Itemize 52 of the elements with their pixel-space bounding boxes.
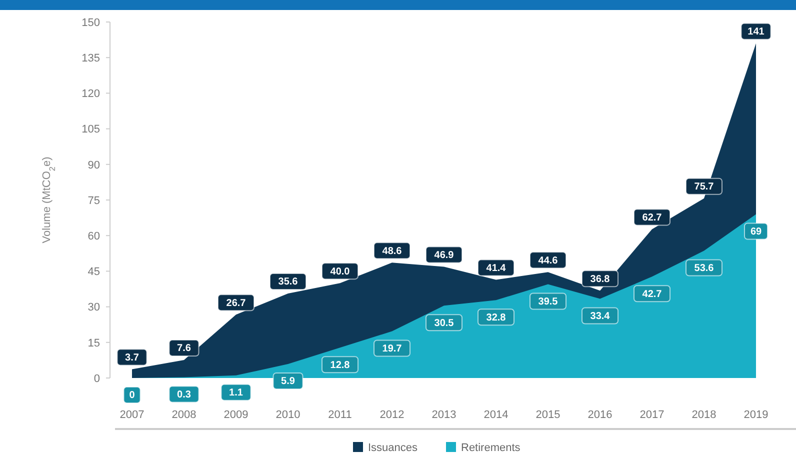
data-label: 69	[750, 226, 762, 238]
y-tick-label: 150	[82, 16, 100, 29]
data-label: 53.6	[694, 262, 714, 274]
data-label: 44.6	[538, 255, 558, 266]
x-tick-label: 2016	[588, 409, 612, 421]
data-label: 0.3	[177, 389, 192, 400]
y-tick-label: 135	[82, 52, 100, 64]
legend-label: Issuances	[368, 442, 418, 454]
data-label: 141	[748, 26, 765, 38]
y-tick-label: 60	[88, 230, 100, 242]
data-label: 48.6	[382, 246, 402, 257]
x-tick-label: 2009	[224, 409, 248, 421]
data-label: 5.9	[281, 376, 296, 388]
data-label: 35.6	[278, 276, 298, 288]
y-tick-label: 30	[88, 302, 100, 314]
y-tick-label: 120	[82, 88, 100, 100]
data-label: 30.5	[434, 318, 454, 329]
data-label: 62.7	[642, 212, 662, 224]
data-label: 19.7	[382, 343, 402, 354]
x-tick-label: 2008	[172, 409, 196, 421]
x-tick-label: 2013	[432, 409, 456, 421]
x-tick-label: 2010	[276, 409, 300, 421]
x-tick-label: 2007	[120, 409, 144, 421]
data-label: 39.5	[538, 296, 558, 308]
data-label: 75.7	[694, 182, 714, 193]
y-tick-label: 0	[94, 372, 100, 385]
data-label: 1.1	[229, 388, 244, 399]
data-label: 46.9	[434, 250, 454, 261]
y-tick-label: 90	[88, 159, 100, 172]
data-label: 7.6	[177, 343, 192, 354]
data-label: 26.7	[226, 298, 246, 309]
y-tick-label: 15	[88, 337, 100, 350]
y-tick-label: 75	[88, 194, 100, 207]
y-tick-label: 105	[82, 124, 100, 136]
data-label: 33.4	[590, 310, 610, 322]
data-label: 32.8	[486, 312, 506, 324]
x-tick-label: 2018	[692, 409, 716, 421]
data-label: 3.7	[125, 352, 140, 364]
data-label: 42.7	[642, 288, 662, 300]
x-tick-label: 2014	[484, 409, 508, 421]
y-tick-label: 45	[88, 266, 100, 278]
data-label: 41.4	[486, 262, 506, 274]
x-tick-label: 2017	[640, 409, 664, 421]
data-label: 40.0	[330, 266, 350, 278]
data-label: 36.8	[590, 274, 610, 285]
x-tick-label: 2012	[380, 409, 404, 421]
legend-label: Retirements	[461, 442, 521, 454]
x-tick-label: 2019	[744, 409, 768, 421]
x-tick-label: 2011	[328, 409, 352, 421]
data-label: 12.8	[330, 360, 350, 371]
data-label: 0	[129, 390, 136, 402]
x-tick-label: 2015	[536, 409, 560, 421]
